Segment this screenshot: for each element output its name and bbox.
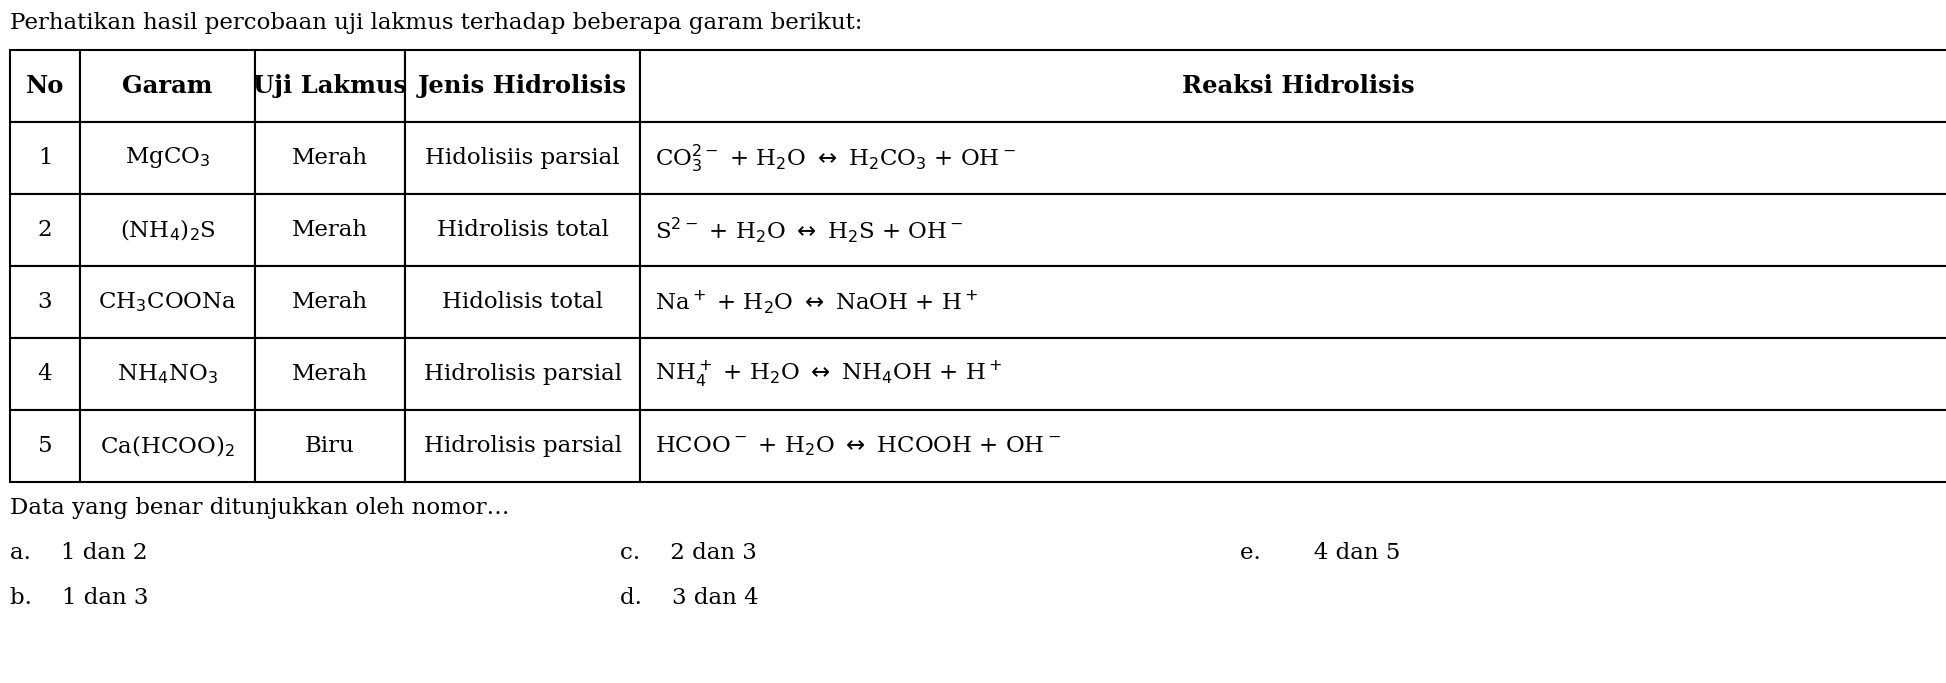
Text: Perhatikan hasil percobaan uji lakmus terhadap beberapa garam berikut:: Perhatikan hasil percobaan uji lakmus te…: [10, 12, 862, 34]
Text: Jenis Hidrolisis: Jenis Hidrolisis: [418, 74, 627, 98]
Bar: [255, 194, 405, 266]
Text: Merah: Merah: [292, 219, 368, 241]
Text: Hidolisis total: Hidolisis total: [442, 291, 603, 313]
Text: MgCO$_3$: MgCO$_3$: [125, 145, 210, 171]
Bar: [80, 338, 255, 410]
Bar: [10, 194, 80, 266]
Bar: [405, 122, 640, 194]
Bar: [405, 194, 640, 266]
Bar: [80, 50, 255, 122]
Text: NH$_4^+$ + H$_2$O $\leftrightarrow$ NH$_4$OH + H$^+$: NH$_4^+$ + H$_2$O $\leftrightarrow$ NH$_…: [656, 359, 1002, 389]
Text: b.  1 dan 3: b. 1 dan 3: [10, 587, 148, 609]
Text: Merah: Merah: [292, 291, 368, 313]
Bar: [80, 410, 255, 482]
Bar: [10, 50, 80, 122]
Text: 3: 3: [37, 291, 53, 313]
Text: 2: 2: [37, 219, 53, 241]
Text: Hidrolisis total: Hidrolisis total: [436, 219, 609, 241]
Bar: [255, 50, 405, 122]
Text: Uji Lakmus: Uji Lakmus: [253, 74, 407, 98]
Bar: [80, 194, 255, 266]
Text: Data yang benar ditunjukkan oleh nomor…: Data yang benar ditunjukkan oleh nomor…: [10, 497, 510, 519]
Bar: [10, 338, 80, 410]
Bar: [640, 338, 1946, 410]
Bar: [640, 50, 1946, 122]
Text: a.  1 dan 2: a. 1 dan 2: [10, 542, 148, 564]
Bar: [640, 122, 1946, 194]
Text: NH$_4$NO$_3$: NH$_4$NO$_3$: [117, 362, 218, 386]
Text: HCOO$^-$ + H$_2$O $\leftrightarrow$ HCOOH + OH$^-$: HCOO$^-$ + H$_2$O $\leftrightarrow$ HCOO…: [656, 434, 1061, 458]
Text: Hidrolisis parsial: Hidrolisis parsial: [424, 363, 621, 385]
Text: Hidrolisis parsial: Hidrolisis parsial: [424, 435, 621, 457]
Text: Garam: Garam: [123, 74, 212, 98]
Text: Biru: Biru: [306, 435, 354, 457]
Text: CH$_3$COONa: CH$_3$COONa: [97, 290, 237, 314]
Text: Ca(HCOO)$_2$: Ca(HCOO)$_2$: [99, 433, 235, 459]
Bar: [405, 266, 640, 338]
Text: e.   4 dan 5: e. 4 dan 5: [1240, 542, 1401, 564]
Text: Merah: Merah: [292, 363, 368, 385]
Bar: [640, 194, 1946, 266]
Text: 5: 5: [37, 435, 53, 457]
Text: No: No: [25, 74, 64, 98]
Bar: [255, 266, 405, 338]
Bar: [255, 338, 405, 410]
Bar: [640, 410, 1946, 482]
Text: d.  3 dan 4: d. 3 dan 4: [621, 587, 759, 609]
Bar: [80, 122, 255, 194]
Text: 4: 4: [37, 363, 53, 385]
Text: Merah: Merah: [292, 147, 368, 169]
Text: Hidolisiis parsial: Hidolisiis parsial: [426, 147, 619, 169]
Text: Reaksi Hidrolisis: Reaksi Hidrolisis: [1181, 74, 1415, 98]
Bar: [10, 410, 80, 482]
Text: S$^{2-}$ + H$_2$O $\leftrightarrow$ H$_2$S + OH$^-$: S$^{2-}$ + H$_2$O $\leftrightarrow$ H$_2…: [656, 215, 963, 245]
Bar: [405, 338, 640, 410]
Text: (NH$_4$)$_2$S: (NH$_4$)$_2$S: [119, 217, 216, 243]
Bar: [405, 410, 640, 482]
Bar: [405, 50, 640, 122]
Text: 1: 1: [37, 147, 53, 169]
Bar: [10, 122, 80, 194]
Text: c.  2 dan 3: c. 2 dan 3: [621, 542, 757, 564]
Bar: [640, 266, 1946, 338]
Text: CO$_3^{2-}$ + H$_2$O $\leftrightarrow$ H$_2$CO$_3$ + OH$^-$: CO$_3^{2-}$ + H$_2$O $\leftrightarrow$ H…: [656, 142, 1016, 174]
Bar: [80, 266, 255, 338]
Bar: [10, 266, 80, 338]
Text: Na$^+$ + H$_2$O $\leftrightarrow$ NaOH + H$^+$: Na$^+$ + H$_2$O $\leftrightarrow$ NaOH +…: [656, 288, 979, 316]
Bar: [255, 122, 405, 194]
Bar: [255, 410, 405, 482]
